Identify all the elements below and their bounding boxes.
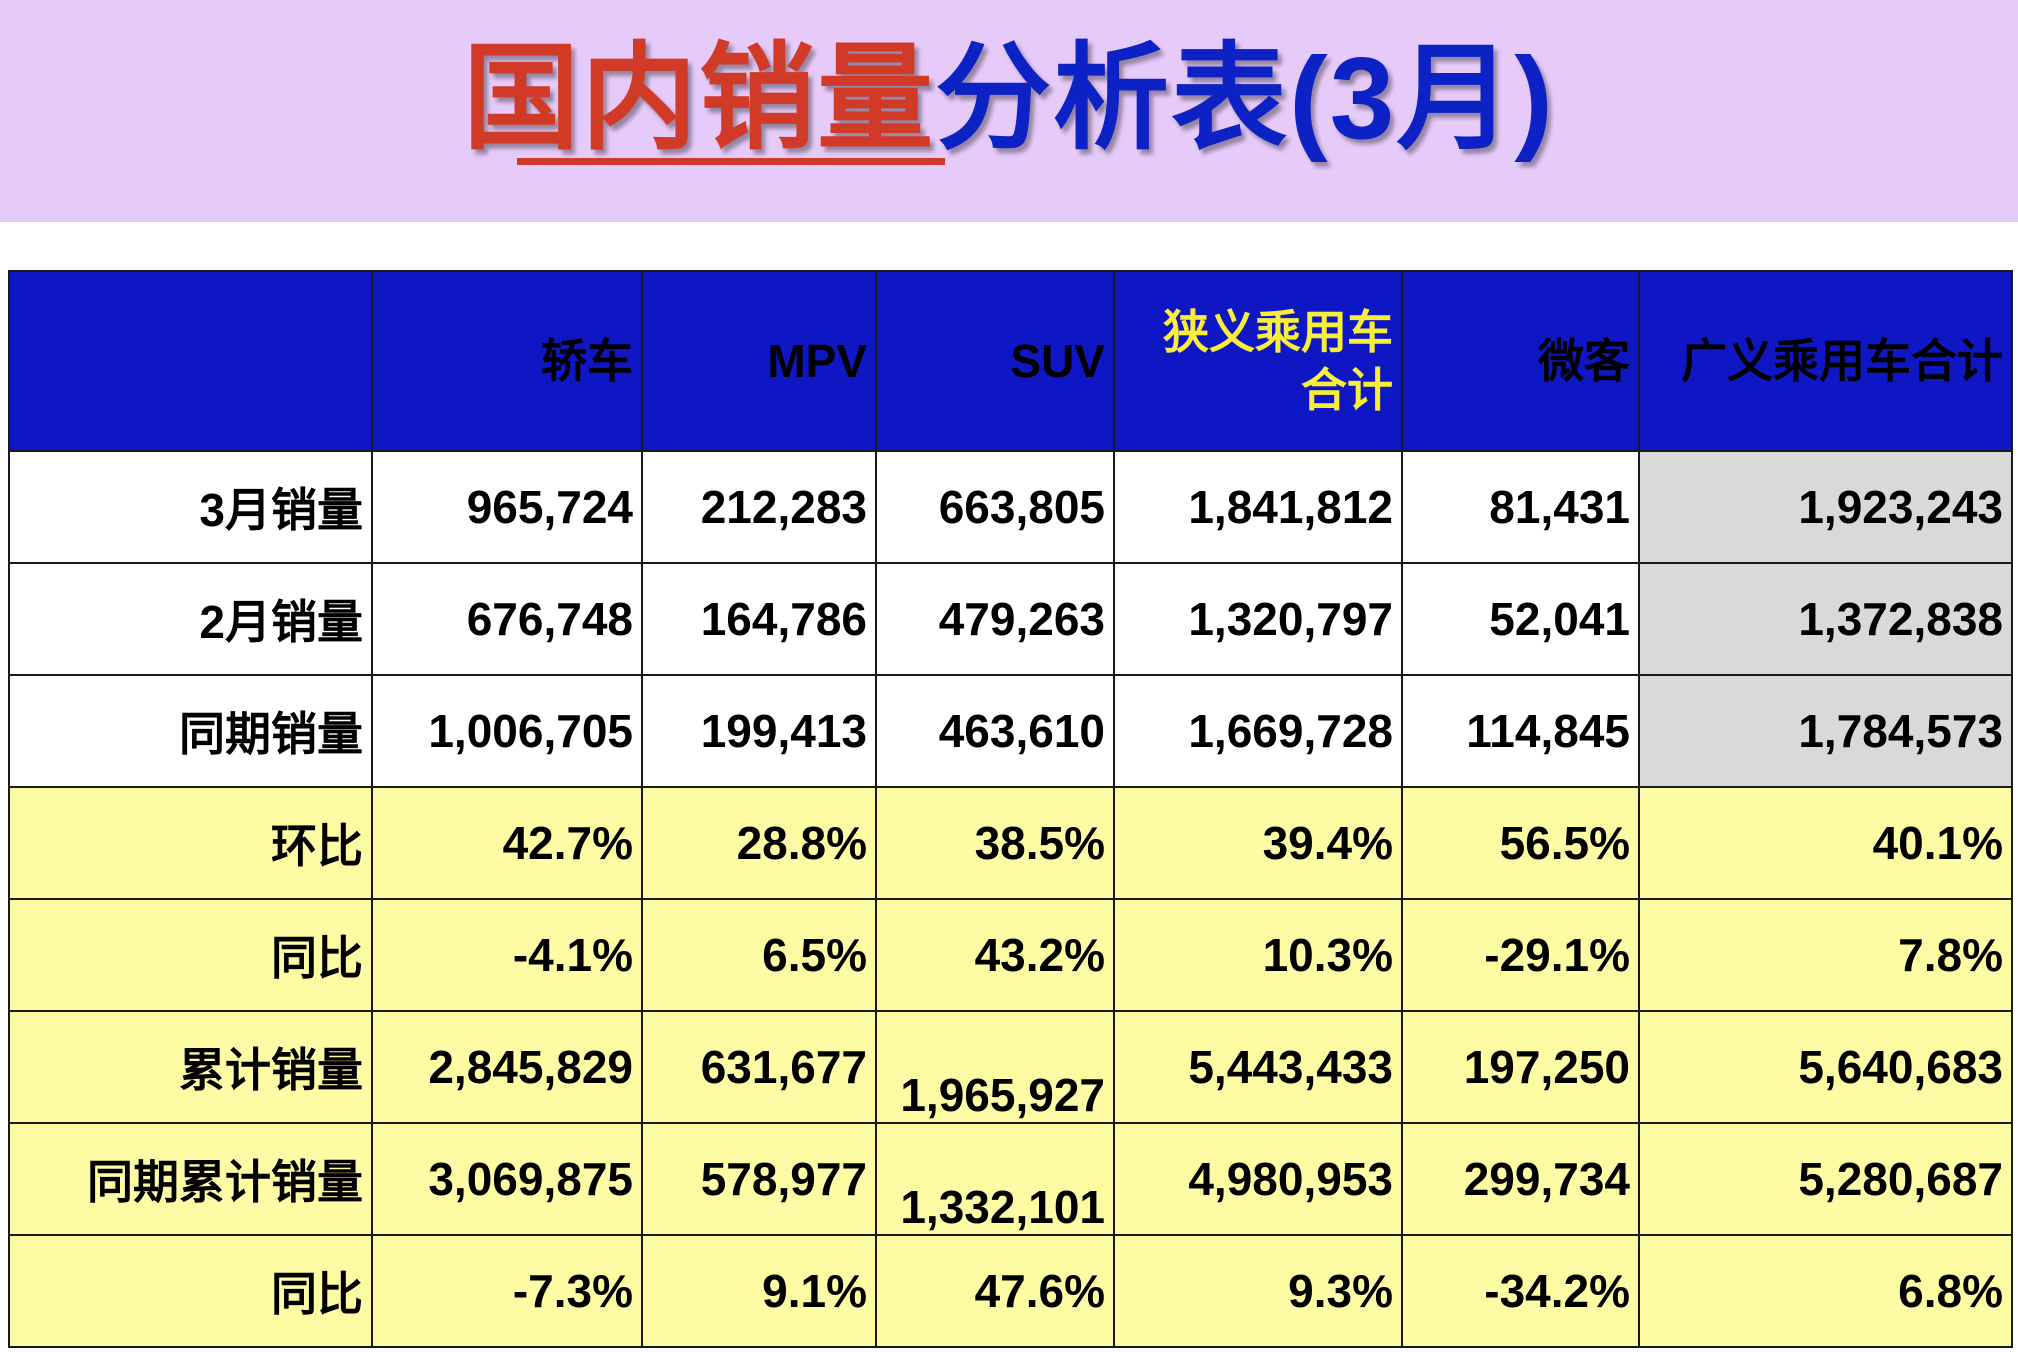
table-cell: 199,413	[641, 674, 877, 788]
page-title: 国内销量分析表(3月)	[0, 28, 2018, 168]
table-header-row: 轿车 MPV SUV 狭义乘用车合计 微客 广义乘用车合计	[8, 270, 2013, 452]
table-cell: 81,431	[1401, 450, 1640, 564]
table-row: 3月销量 965,724 212,283 663,805 1,841,812 8…	[8, 450, 2013, 564]
table-cell: 578,977	[641, 1122, 877, 1236]
table-cell: 1,841,812	[1113, 450, 1403, 564]
table-cell: 1,669,728	[1113, 674, 1403, 788]
row-label: 同期累计销量	[8, 1122, 373, 1236]
table-cell: 43.2%	[875, 898, 1115, 1012]
header-empty	[8, 270, 373, 452]
table-cell: 212,283	[641, 450, 877, 564]
table-cell: 631,677	[641, 1010, 877, 1124]
table-row: 同比 -4.1% 6.5% 43.2% 10.3% -29.1% 7.8%	[8, 898, 2013, 1012]
table-cell: 42.7%	[371, 786, 643, 900]
table-cell: 5,443,433	[1113, 1010, 1403, 1124]
table-cell: 5,280,687	[1638, 1122, 2013, 1236]
table-cell: 1,784,573	[1638, 674, 2013, 788]
table-row: 同期销量 1,006,705 199,413 463,610 1,669,728…	[8, 674, 2013, 788]
table-cell: 114,845	[1401, 674, 1640, 788]
title-banner	[0, 0, 2018, 222]
table-cell: 6.8%	[1638, 1234, 2013, 1348]
table-row: 累计销量 2,845,829 631,677 1,965,927 5,443,4…	[8, 1010, 2013, 1124]
table-cell: 9.1%	[641, 1234, 877, 1348]
table-cell: 56.5%	[1401, 786, 1640, 900]
header-mpv: MPV	[641, 270, 877, 452]
table-cell: 676,748	[371, 562, 643, 676]
sales-analysis-table: 轿车 MPV SUV 狭义乘用车合计 微客 广义乘用车合计 3月销量 965,7…	[8, 270, 2013, 1348]
table-cell: 7.8%	[1638, 898, 2013, 1012]
title-underline	[517, 158, 945, 165]
row-label: 同比	[8, 898, 373, 1012]
row-label: 同比	[8, 1234, 373, 1348]
table-cell: -29.1%	[1401, 898, 1640, 1012]
table-cell: 1,923,243	[1638, 450, 2013, 564]
table-cell: 9.3%	[1113, 1234, 1403, 1348]
header-narrow-total-line1: 狭义乘用车	[1163, 306, 1393, 358]
header-narrow-total: 狭义乘用车合计	[1113, 270, 1403, 452]
table-cell: 4,980,953	[1113, 1122, 1403, 1236]
table-cell: 479,263	[875, 562, 1115, 676]
table-cell: 10.3%	[1113, 898, 1403, 1012]
row-label: 环比	[8, 786, 373, 900]
table-row: 环比 42.7% 28.8% 38.5% 39.4% 56.5% 40.1%	[8, 786, 2013, 900]
table-cell: 28.8%	[641, 786, 877, 900]
table-row: 2月销量 676,748 164,786 479,263 1,320,797 5…	[8, 562, 2013, 676]
table-cell: -34.2%	[1401, 1234, 1640, 1348]
table-cell: 40.1%	[1638, 786, 2013, 900]
table-cell: 1,320,797	[1113, 562, 1403, 676]
table-cell: 1,332,101	[875, 1122, 1115, 1236]
table-cell: 2,845,829	[371, 1010, 643, 1124]
table-row: 同期累计销量 3,069,875 578,977 1,332,101 4,980…	[8, 1122, 2013, 1236]
header-sedan: 轿车	[371, 270, 643, 452]
table-cell: 52,041	[1401, 562, 1640, 676]
header-minivan: 微客	[1401, 270, 1640, 452]
row-label: 累计销量	[8, 1010, 373, 1124]
row-label: 同期销量	[8, 674, 373, 788]
title-red-part: 国内销量	[463, 33, 936, 163]
table-cell: 164,786	[641, 562, 877, 676]
table-cell: 299,734	[1401, 1122, 1640, 1236]
table-cell: 965,724	[371, 450, 643, 564]
table-cell: 47.6%	[875, 1234, 1115, 1348]
table-cell: 1,372,838	[1638, 562, 2013, 676]
header-suv: SUV	[875, 270, 1115, 452]
row-label: 2月销量	[8, 562, 373, 676]
table-cell: 3,069,875	[371, 1122, 643, 1236]
header-broad-total: 广义乘用车合计	[1638, 270, 2013, 452]
table-cell: 663,805	[875, 450, 1115, 564]
table-cell: -7.3%	[371, 1234, 643, 1348]
title-blue-part: 分析表(3月)	[935, 33, 1555, 163]
table-cell: -4.1%	[371, 898, 643, 1012]
header-narrow-total-line2: 合计	[1301, 364, 1393, 416]
table-row: 同比 -7.3% 9.1% 47.6% 9.3% -34.2% 6.8%	[8, 1234, 2013, 1348]
table-cell: 463,610	[875, 674, 1115, 788]
table-cell: 1,006,705	[371, 674, 643, 788]
table-cell: 39.4%	[1113, 786, 1403, 900]
row-label: 3月销量	[8, 450, 373, 564]
table-cell: 6.5%	[641, 898, 877, 1012]
table-cell: 5,640,683	[1638, 1010, 2013, 1124]
table-cell: 197,250	[1401, 1010, 1640, 1124]
table-cell: 38.5%	[875, 786, 1115, 900]
table-cell: 1,965,927	[875, 1010, 1115, 1124]
